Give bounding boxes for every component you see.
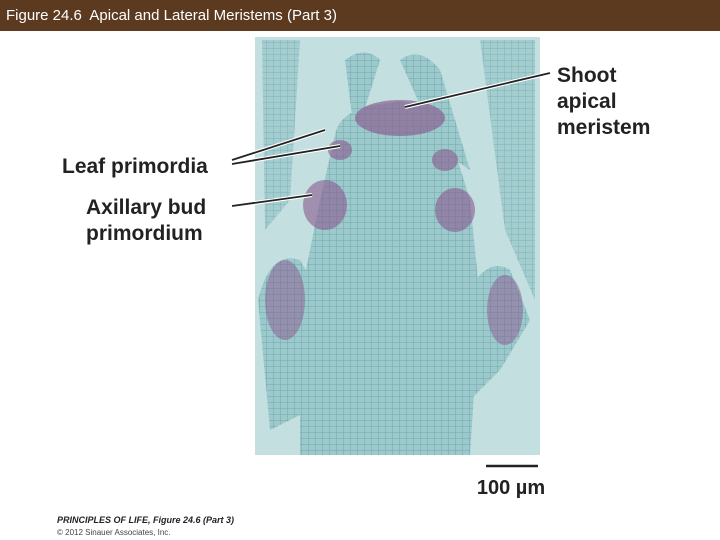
leader-lines	[231, 72, 551, 207]
leaf-primordium	[328, 140, 352, 160]
label-line: primordium	[86, 222, 203, 245]
label-line: Axillary bud	[86, 196, 207, 219]
lateral-meristem	[487, 275, 523, 345]
stem	[300, 102, 480, 455]
label-leaf-primordia: Leaf primordia	[62, 155, 208, 178]
lateral-meristem	[265, 260, 305, 340]
label-line: Shoot	[557, 64, 617, 87]
outer-leaf	[262, 40, 300, 230]
source-line: PRINCIPLES OF LIFE, Figure 24.6 (Part 3)	[57, 515, 235, 525]
label-line: apical	[557, 90, 617, 113]
leaf-primordium	[432, 149, 458, 171]
header-bar: Figure 24.6 Apical and Lateral Meristems…	[0, 0, 720, 31]
label-line: meristem	[557, 116, 651, 139]
label-shoot-apical-meristem: Shoot apical meristem	[557, 63, 650, 141]
apical-meristem	[355, 100, 445, 136]
label-axillary-bud-primordium: Axillary bud primordium	[86, 195, 206, 247]
axillary-bud	[435, 188, 475, 232]
copyright-line: © 2012 Sinauer Associates, Inc.	[57, 528, 171, 537]
scale-label: 100 µm	[476, 477, 546, 499]
slide-title: Figure 24.6 Apical and Lateral Meristems…	[6, 7, 337, 24]
outer-leaf	[480, 40, 535, 300]
axillary-bud	[303, 180, 347, 230]
